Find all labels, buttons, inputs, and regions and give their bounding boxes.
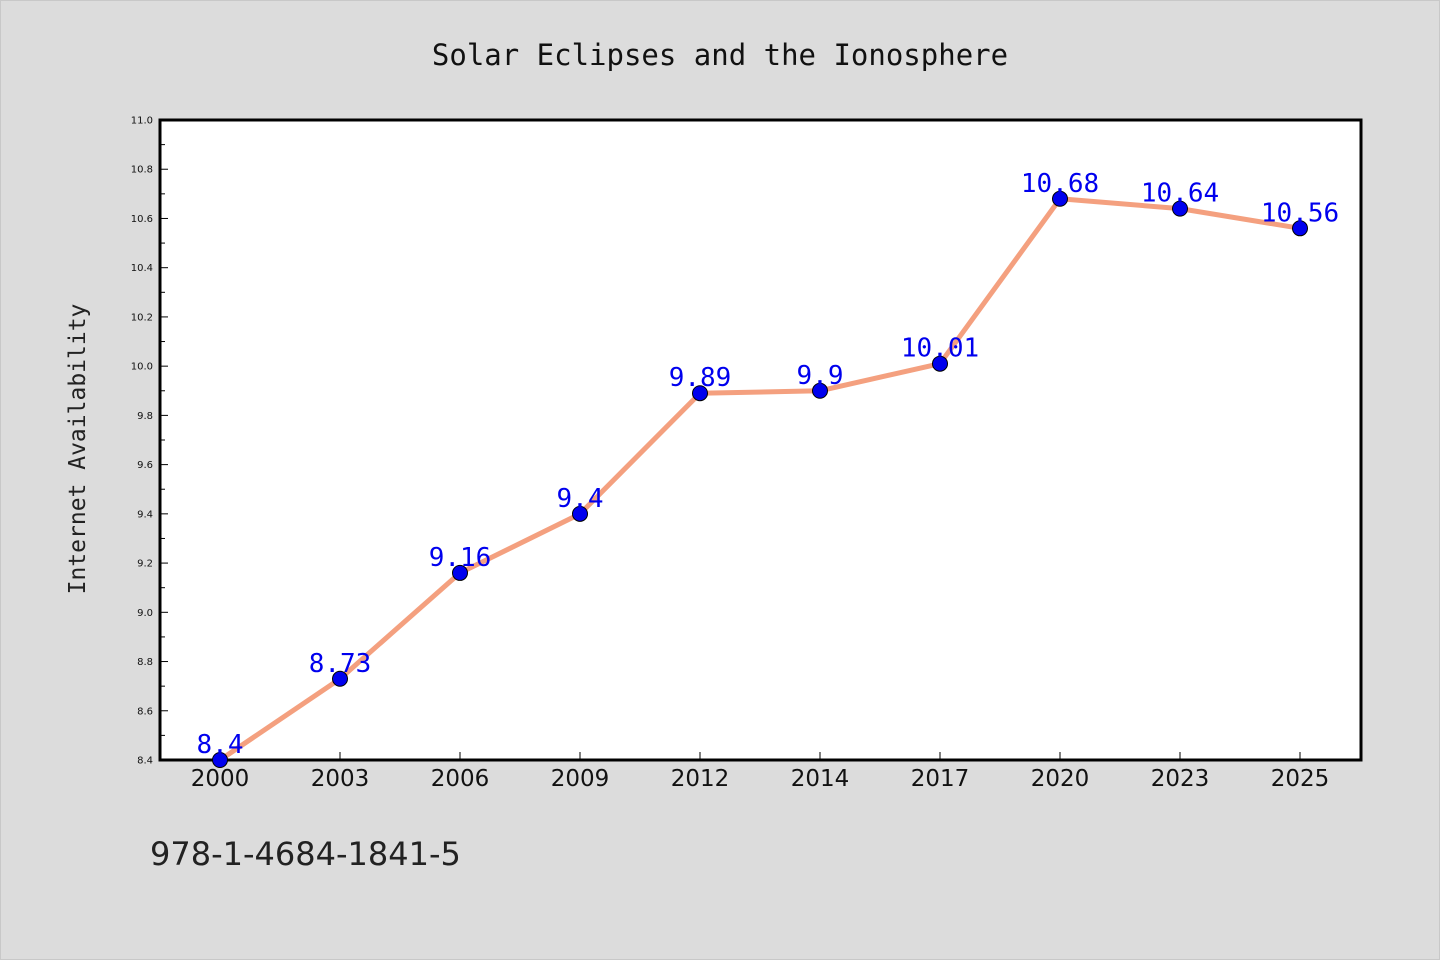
y-tick-label: 9.0 (137, 608, 153, 619)
y-tick-label: 10.6 (131, 214, 153, 225)
y-tick-label: 11.0 (131, 116, 153, 127)
data-label: 10.01 (901, 334, 979, 364)
x-tick-label: 2020 (1031, 766, 1090, 792)
data-point-marker (212, 752, 228, 768)
plot-area (158, 118, 1363, 762)
x-tick-label: 2017 (911, 766, 970, 792)
data-label: 8.4 (197, 730, 244, 760)
data-label: 10.68 (1021, 169, 1099, 199)
x-axis: 2000 2003 2006 2009 2012 2014 2017 2020 2023 2025 (191, 752, 1330, 792)
data-point-marker (692, 385, 708, 402)
y-tick-label: 10.8 (131, 165, 153, 176)
chart-title: Solar Eclipses and the Ionosphere (432, 38, 1008, 72)
y-tick-label: 9.4 (137, 509, 153, 520)
data-label: 9.9 (797, 361, 844, 391)
data-point-marker (1052, 190, 1068, 207)
x-tick-label: 2000 (191, 766, 250, 792)
y-tick-label: 8.6 (137, 706, 153, 717)
y-tick-label: 9.8 (137, 411, 153, 422)
series-line (217, 196, 1303, 763)
y-tick-label: 10.4 (131, 263, 153, 274)
footnote-isbn: 978-1-4684-1841-5 (150, 835, 461, 873)
y-tick-label: 10.2 (131, 312, 153, 323)
data-label: 10.64 (1141, 179, 1219, 209)
data-point-marker (332, 670, 348, 687)
x-tick-label: 2012 (671, 766, 730, 792)
data-point-marker (1292, 220, 1308, 237)
data-label: 9.16 (429, 543, 492, 573)
y-tick-label: 9.2 (137, 559, 153, 570)
data-point-marker (932, 355, 948, 372)
data-labels-layer: 8.4 8.73 9.16 9.4 9.89 9.9 10.01 10.68 10.64 10.5… (197, 169, 1340, 760)
x-tick-label: 2009 (551, 766, 610, 792)
data-label: 10.56 (1261, 198, 1339, 228)
data-label: 9.4 (557, 484, 604, 514)
data-point-marker (452, 564, 468, 581)
y-tick-label: 10.0 (131, 362, 153, 373)
y-tick-label: 8.8 (137, 657, 153, 668)
x-tick-label: 2023 (1151, 766, 1210, 792)
x-tick-label: 2014 (791, 766, 850, 792)
x-tick-label: 2003 (311, 766, 370, 792)
y-axis-label: Internet Availability (65, 304, 91, 595)
data-label: 8.73 (309, 649, 372, 679)
y-axis: 8.4 8.6 8.8 9.0 9.2 9.4 9.6 9.8 10.0 10.2 10.4 10.6… (131, 116, 168, 767)
data-point-marker (1172, 200, 1188, 217)
x-tick-label: 2025 (1271, 766, 1330, 792)
series-layer (212, 190, 1308, 768)
y-tick-label: 8.4 (137, 756, 153, 767)
data-point-marker (572, 505, 588, 522)
y-tick-label: 9.6 (137, 460, 153, 471)
data-label: 9.89 (669, 363, 732, 393)
data-point-marker (812, 382, 828, 399)
x-tick-label: 2006 (431, 766, 490, 792)
